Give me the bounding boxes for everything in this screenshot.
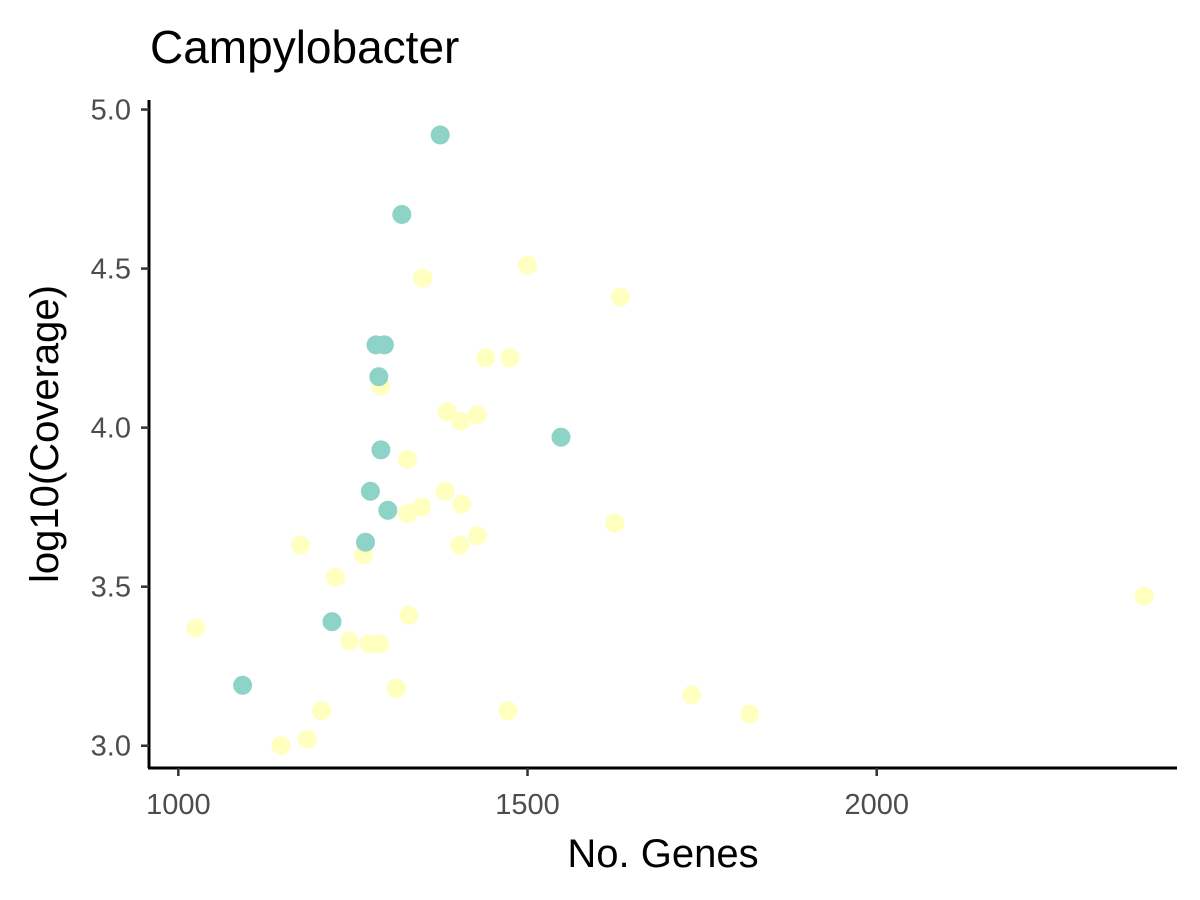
data-point	[500, 348, 520, 368]
data-point	[411, 497, 431, 517]
chart-title: Campylobacter	[150, 21, 459, 73]
data-point	[498, 701, 518, 721]
data-point	[356, 532, 375, 552]
x-axis-label: No. Genes	[567, 832, 758, 876]
data-point	[339, 631, 359, 651]
data-point	[378, 500, 398, 520]
y-tick-label: 4.5	[91, 254, 131, 286]
data-point	[740, 704, 760, 724]
y-tick-label: 5.0	[91, 95, 131, 127]
data-point	[322, 612, 342, 632]
y-tick-label: 3.5	[91, 572, 131, 604]
y-tick-label: 4.0	[91, 413, 131, 445]
x-tick-label: 1000	[146, 789, 211, 821]
data-point	[610, 287, 630, 307]
data-point	[452, 494, 472, 514]
data-point	[450, 535, 470, 555]
data-point	[399, 605, 419, 625]
data-point	[518, 255, 537, 275]
y-axis-label: log10(Coverage)	[23, 285, 67, 583]
x-tick-label: 2000	[844, 789, 909, 821]
data-point	[397, 449, 417, 469]
data-point	[1134, 586, 1154, 606]
data-point	[435, 481, 455, 501]
data-point	[233, 675, 253, 695]
data-point	[467, 405, 487, 425]
data-point	[476, 348, 496, 368]
data-point	[605, 513, 625, 533]
data-point	[430, 125, 450, 145]
data-point	[298, 729, 317, 749]
data-point	[186, 618, 206, 638]
data-point	[392, 205, 412, 224]
data-point	[370, 634, 389, 654]
points-layer	[186, 125, 1154, 756]
data-point	[326, 567, 345, 587]
data-point	[374, 335, 394, 355]
x-tick-label: 1500	[495, 789, 560, 821]
data-point	[371, 440, 391, 460]
data-point	[271, 736, 291, 756]
data-point	[360, 481, 380, 501]
x-axis-ticks: 1000 1500 2000	[146, 768, 909, 821]
data-point	[437, 402, 457, 422]
data-point	[467, 526, 487, 546]
data-point	[291, 535, 310, 555]
data-point	[682, 685, 702, 705]
y-axis-ticks: 3.0 3.5 4.0 4.5 5.0	[91, 95, 149, 763]
data-point	[551, 427, 571, 447]
data-point	[312, 701, 331, 721]
data-point	[386, 679, 406, 698]
data-point	[369, 367, 389, 387]
y-tick-label: 3.0	[91, 731, 131, 763]
data-point	[413, 268, 433, 288]
data-point	[451, 411, 470, 431]
